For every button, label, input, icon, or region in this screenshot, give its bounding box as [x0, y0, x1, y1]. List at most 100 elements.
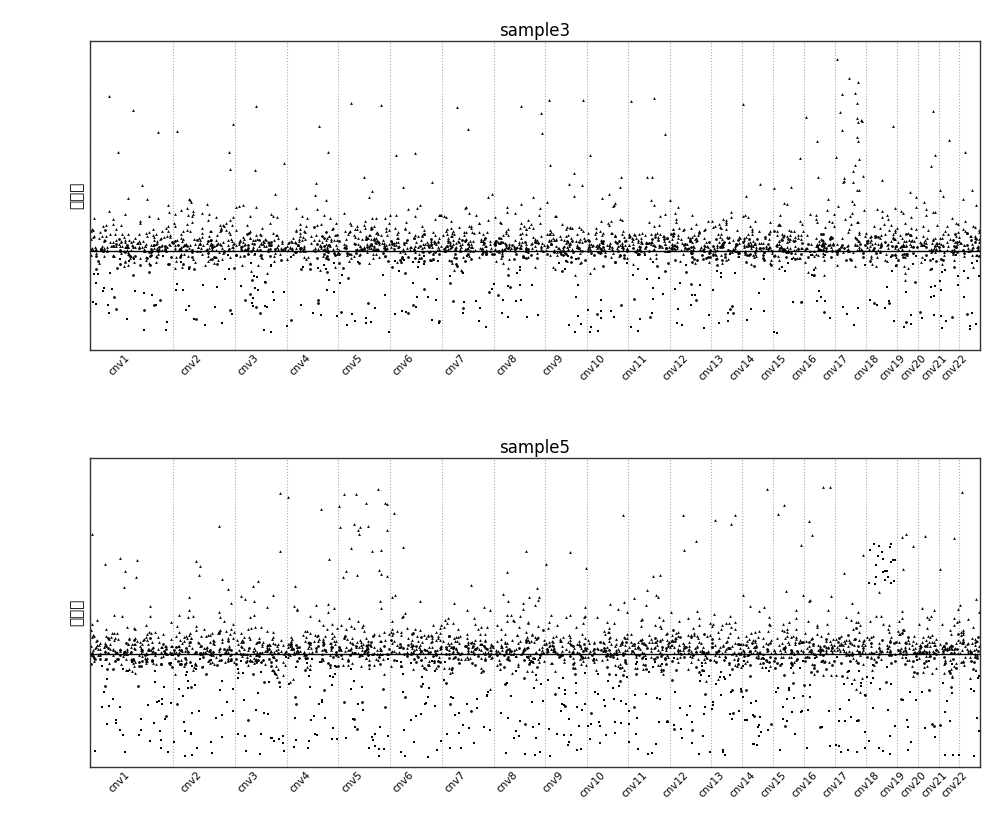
Point	[850, 606, 866, 619]
Point	[776, 641, 792, 654]
Point	[482, 244, 498, 257]
Point	[812, 646, 828, 659]
Point	[927, 231, 943, 244]
Point	[420, 629, 436, 642]
Point	[857, 229, 873, 243]
Point	[321, 273, 337, 286]
Point	[90, 648, 106, 662]
Point	[787, 727, 803, 740]
Point	[377, 633, 393, 646]
Point	[636, 636, 652, 649]
Point	[538, 558, 554, 571]
Point	[698, 651, 714, 664]
Point	[484, 248, 500, 261]
Point	[681, 643, 697, 656]
Point	[866, 242, 882, 255]
Point	[917, 233, 933, 247]
Point	[302, 658, 318, 672]
Point	[208, 251, 224, 264]
Point	[488, 646, 504, 659]
Point	[746, 710, 762, 723]
Point	[887, 239, 903, 252]
Point	[816, 244, 832, 257]
Point	[813, 644, 829, 657]
Point	[449, 259, 465, 272]
Point	[905, 239, 921, 252]
Point	[146, 242, 162, 255]
Point	[700, 240, 716, 253]
Point	[642, 310, 658, 323]
Point	[235, 635, 251, 648]
Point	[590, 687, 606, 700]
Point	[923, 243, 939, 256]
Point	[423, 253, 439, 266]
Point	[257, 645, 273, 658]
Point	[632, 240, 648, 253]
Point	[242, 231, 258, 244]
Point	[814, 238, 830, 252]
Point	[451, 231, 467, 244]
Point	[928, 243, 944, 256]
Point	[953, 629, 969, 642]
Point	[832, 644, 848, 658]
Point	[311, 119, 327, 132]
Point	[488, 644, 504, 657]
Point	[895, 239, 911, 252]
Point	[309, 252, 325, 265]
Point	[456, 296, 472, 309]
Point	[630, 246, 646, 259]
Point	[391, 645, 407, 658]
Point	[478, 248, 494, 261]
Point	[559, 220, 575, 233]
Point	[704, 703, 720, 716]
Point	[641, 244, 657, 257]
Point	[327, 667, 343, 681]
Point	[491, 646, 507, 659]
Point	[795, 635, 811, 648]
Point	[360, 232, 376, 245]
Point	[580, 226, 596, 239]
Point	[423, 236, 439, 249]
Point	[672, 630, 688, 644]
Point	[665, 634, 681, 648]
Point	[836, 566, 852, 579]
Point	[823, 644, 839, 657]
Point	[541, 233, 557, 247]
Point	[553, 647, 569, 660]
Point	[841, 244, 857, 257]
Point	[382, 209, 398, 222]
Point	[526, 635, 542, 648]
Point	[350, 238, 366, 251]
Point	[853, 243, 869, 256]
Point	[119, 238, 135, 252]
Point	[564, 647, 580, 660]
Point	[727, 658, 743, 672]
Point	[309, 219, 325, 232]
Point	[762, 660, 778, 673]
Point	[937, 224, 953, 238]
Point	[570, 647, 586, 660]
Point	[113, 658, 129, 671]
Point	[156, 644, 172, 658]
Point	[963, 229, 979, 243]
Point	[461, 249, 477, 262]
Point	[110, 145, 126, 158]
Point	[817, 248, 833, 262]
Point	[109, 626, 125, 639]
Point	[138, 238, 154, 251]
Point	[890, 625, 906, 638]
Point	[635, 662, 651, 676]
Point	[372, 634, 388, 648]
Point	[560, 243, 576, 256]
Point	[222, 163, 238, 176]
Point	[91, 639, 107, 652]
Point	[403, 713, 419, 726]
Point	[852, 648, 868, 662]
Point	[929, 238, 945, 252]
Point	[145, 640, 161, 653]
Point	[208, 210, 224, 224]
Point	[158, 710, 174, 723]
Point	[688, 661, 704, 674]
Point	[798, 111, 814, 124]
Point	[189, 233, 205, 247]
